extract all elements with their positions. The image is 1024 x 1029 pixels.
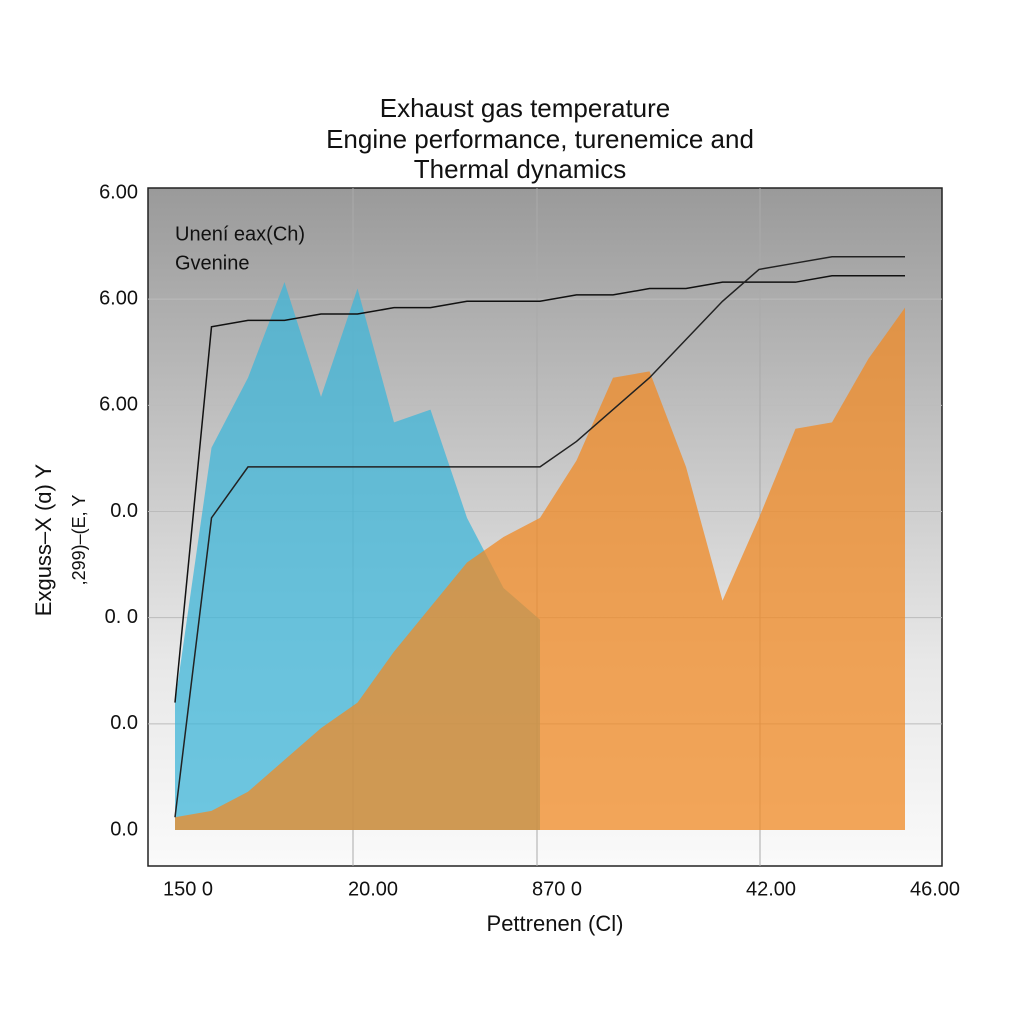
x-tick-label: 870 0	[532, 878, 582, 900]
title-line: Engine performance, turenemice and	[326, 124, 754, 154]
y-tick-label: 6.00	[99, 181, 138, 203]
title-line: Thermal dynamics	[414, 154, 626, 184]
title-line: Exhaust gas temperature	[380, 93, 671, 123]
x-tick-label: 46.00	[910, 878, 960, 900]
y-axis-label: ,299)–(E, Y	[69, 495, 89, 586]
line	[174, 255, 905, 818]
line	[174, 275, 905, 703]
y-axis-label: Exguss–X (ɑ) Y	[31, 463, 56, 616]
x-tick-label: 20.00	[348, 878, 398, 900]
y-tick-label: 0.0	[110, 818, 138, 840]
legend-label: Unení eax(Ch)	[175, 223, 305, 245]
y-tick-label: 6.00	[99, 287, 138, 309]
x-axis-label: Pettrenen (Cl)	[487, 911, 624, 936]
y-tick-label: 6.00	[99, 394, 138, 416]
y-tick-label: 0.0	[110, 712, 138, 734]
x-tick-label: 150 0	[163, 878, 213, 900]
x-tick-label: 42.00	[746, 878, 796, 900]
area	[175, 307, 905, 830]
y-tick-label: 0.0	[110, 500, 138, 522]
y-tick-label: 0. 0	[105, 606, 138, 628]
legend-label: Gvenine	[175, 252, 250, 274]
